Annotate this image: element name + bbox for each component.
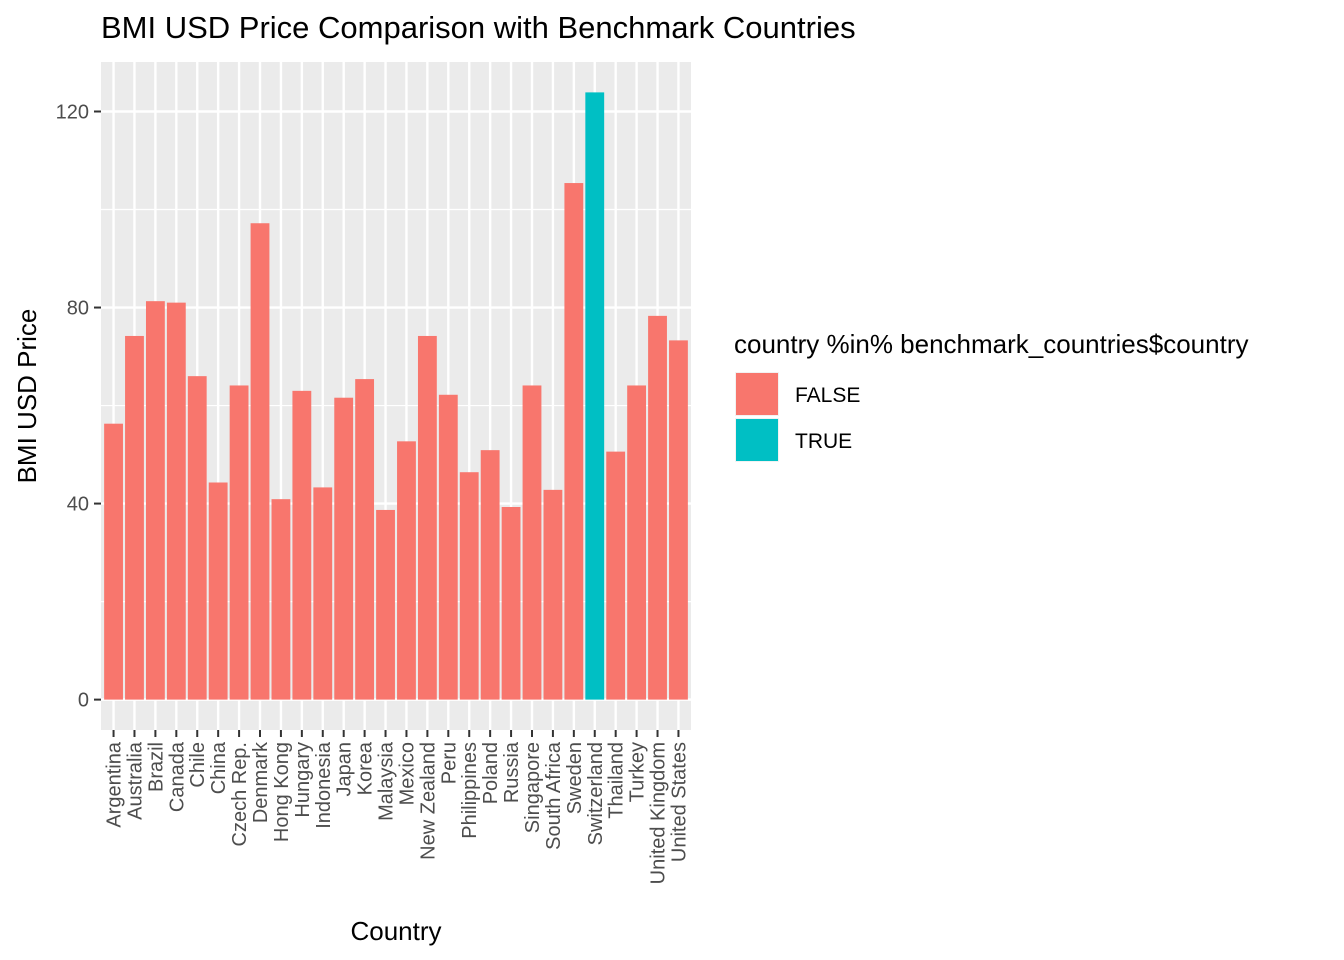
bar [313, 487, 333, 700]
bar [355, 379, 375, 700]
bar [459, 472, 479, 700]
bar [271, 499, 291, 700]
y-axis: 0 40 80 120 [56, 101, 101, 712]
bar [522, 385, 542, 700]
y-axis-title: BMI USD Price [12, 309, 42, 484]
y-tick-label: 0 [78, 690, 89, 712]
x-tick-label: Hong Kong [271, 742, 293, 842]
x-tick-label: South Africa [543, 741, 565, 850]
x-tick-label: Philippines [459, 742, 481, 839]
x-tick-label: Argentina [104, 741, 126, 827]
bar [417, 335, 437, 700]
legend-swatch [736, 373, 778, 415]
x-tick-label: Indonesia [313, 741, 335, 829]
x-tick-label: Hungary [292, 742, 314, 818]
bar [438, 394, 458, 700]
x-tick-label: Malaysia [376, 741, 398, 821]
x-tick-label: Czech Rep. [229, 742, 251, 847]
bar [208, 482, 228, 700]
bar [104, 423, 123, 700]
x-tick-label: Brazil [145, 742, 167, 792]
legend-label: TRUE [795, 430, 852, 453]
bar [501, 507, 521, 700]
bar [229, 385, 249, 700]
x-axis: ArgentinaAustraliaBrazilCanadaChileChina… [104, 730, 690, 884]
bar [585, 92, 605, 700]
bar [187, 376, 207, 700]
bar [669, 340, 688, 700]
bar [648, 315, 667, 700]
y-tick-label: 120 [56, 101, 89, 123]
x-tick-label: Denmark [250, 741, 272, 823]
x-tick-label: China [208, 741, 230, 794]
bar [166, 302, 186, 700]
x-tick-label: Korea [355, 741, 377, 795]
bar [564, 183, 584, 700]
x-tick-label: New Zealand [417, 742, 439, 860]
x-tick-label: Chile [187, 742, 209, 788]
x-tick-label: Sweden [564, 742, 586, 814]
x-tick-label: Australia [124, 741, 146, 820]
x-tick-label: Poland [480, 742, 502, 804]
x-axis-title: Country [350, 916, 441, 946]
x-tick-label: Turkey [627, 742, 649, 802]
bar [292, 390, 312, 700]
y-tick-label: 80 [67, 298, 89, 320]
plot-panel [101, 62, 691, 730]
bar [606, 451, 626, 700]
y-tick-label: 40 [67, 494, 89, 516]
legend-title: country %in% benchmark_countries$country [734, 329, 1248, 359]
bar [334, 397, 354, 700]
bar [250, 223, 270, 700]
x-tick-label: United Kingdom [648, 742, 670, 884]
legend-swatch [736, 419, 778, 461]
bars [104, 92, 688, 700]
chart-title: BMI USD Price Comparison with Benchmark … [101, 10, 856, 45]
bar [627, 385, 647, 700]
bar [125, 335, 144, 700]
x-tick-label: Peru [438, 742, 460, 784]
bar [376, 509, 395, 700]
bar [480, 450, 500, 700]
x-tick-label: Thailand [606, 742, 628, 819]
x-tick-label: Switzerland [585, 742, 607, 845]
bar [543, 489, 563, 700]
legend: country %in% benchmark_countries$country… [734, 329, 1248, 462]
x-tick-label: Singapore [522, 742, 544, 833]
x-tick-label: Mexico [396, 742, 418, 805]
x-tick-label: Canada [166, 741, 188, 812]
bar [397, 441, 416, 700]
legend-entries: FALSE TRUE [735, 372, 860, 462]
x-tick-label: Japan [334, 742, 356, 797]
legend-label: FALSE [795, 384, 860, 407]
bar [145, 301, 165, 700]
x-tick-label: United States [668, 742, 690, 862]
x-tick-label: Russia [501, 741, 523, 803]
